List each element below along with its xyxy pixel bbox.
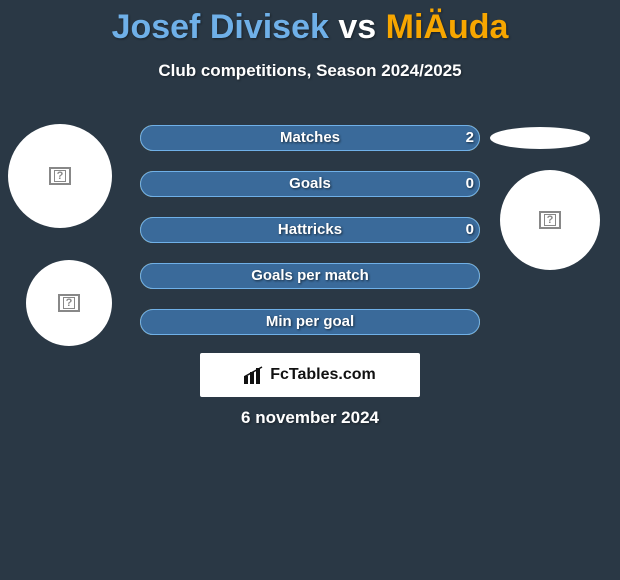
comparison-bars: Matches2Goals0Hattricks0Goals per matchM…: [140, 125, 480, 355]
placeholder-flag-icon: [58, 294, 80, 312]
stat-value-left: 2: [466, 125, 474, 151]
deco-ellipse-top-right: [490, 127, 590, 149]
deco-circle-bottom-left: [26, 260, 112, 346]
vs-label: vs: [338, 8, 376, 46]
comparison-title: Josef Divisek vs MiÄuda: [0, 0, 620, 47]
stat-row: Hattricks0: [140, 217, 480, 243]
stat-label: Hattricks: [140, 217, 480, 243]
subtitle: Club competitions, Season 2024/2025: [0, 61, 620, 81]
stat-value-left: 0: [466, 171, 474, 197]
stat-label: Goals: [140, 171, 480, 197]
stat-value-left: 0: [466, 217, 474, 243]
badge-text: FcTables.com: [270, 366, 376, 384]
placeholder-flag-icon: [539, 211, 561, 229]
stat-label: Min per goal: [140, 309, 480, 335]
stat-label: Matches: [140, 125, 480, 151]
placeholder-flag-icon: [49, 167, 71, 185]
player1-name: Josef Divisek: [112, 8, 329, 46]
stat-label: Goals per match: [140, 263, 480, 289]
bars-icon: [244, 366, 266, 384]
stat-row: Min per goal: [140, 309, 480, 335]
date-label: 6 november 2024: [0, 408, 620, 428]
player2-name: MiÄuda: [386, 8, 509, 46]
site-badge: FcTables.com: [200, 353, 420, 397]
stat-row: Goals0: [140, 171, 480, 197]
deco-circle-top-left: [8, 124, 112, 228]
stat-row: Goals per match: [140, 263, 480, 289]
deco-circle-right: [500, 170, 600, 270]
stat-row: Matches2: [140, 125, 480, 151]
